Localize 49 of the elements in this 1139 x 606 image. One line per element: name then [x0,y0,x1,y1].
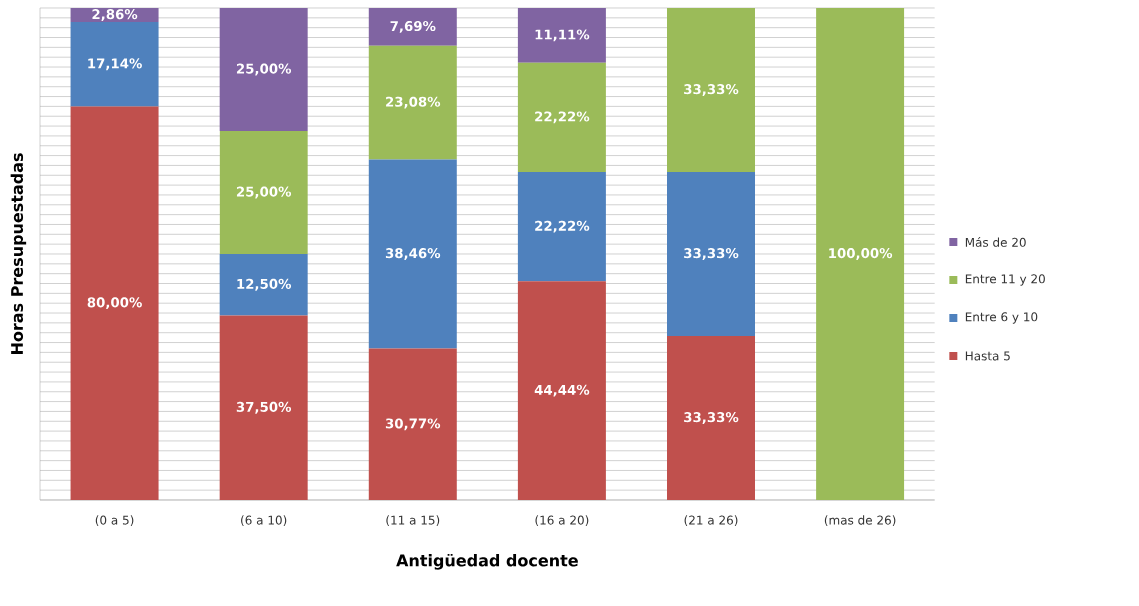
bar [70,22,159,107]
data-label: 25,00% [236,186,292,199]
legend-label: Entre 6 y 10 [965,312,1038,324]
data-label: 30,77% [385,418,441,431]
data-label: 12,50% [237,278,292,291]
x-tick-label: (16 a 20) [535,515,589,527]
legend-label: Entre 11 y 20 [965,274,1045,286]
data-label: 33,33% [684,84,739,96]
data-label: 38,46% [385,248,441,260]
bar [517,281,606,500]
bar [517,8,606,63]
data-label: 25,00% [236,63,292,76]
data-label: 37,50% [236,401,292,414]
x-tick-label: (21 a 26) [684,515,738,527]
bar [517,62,606,173]
data-label: 80,00% [87,297,142,310]
data-label: 44,44% [534,384,590,397]
bar [667,8,755,173]
bar [219,130,308,254]
data-label: 23,08% [386,96,441,109]
legend-label: Hasta 5 [965,351,1010,361]
data-label: 33,33% [684,412,739,424]
bar [70,106,159,500]
x-axis-title: Antigüedad docente [396,553,578,570]
bar [517,172,606,282]
y-axis-title: Horas Presupuestadas [10,153,27,355]
x-tick-label: (11 a 15) [386,515,440,527]
bar [368,7,457,46]
data-label: 2,86% [92,9,138,21]
data-label: 22,22% [535,111,590,124]
bar [368,159,457,349]
data-label: 100,00% [829,248,893,260]
data-label: 22,22% [535,220,590,233]
legend-label: Más de 20 [965,237,1026,247]
data-label: 17,14% [88,58,142,71]
x-tick-label: (6 a 10) [241,515,287,527]
bar [368,45,457,160]
bar [667,336,755,500]
bar [219,7,308,131]
data-label: 33,33% [684,248,739,260]
bar [219,253,308,316]
x-tick-label: (mas de 26) [824,515,896,527]
bar [816,7,905,500]
bar [667,172,755,336]
bar [368,348,457,500]
data-label: 11,11% [535,29,590,42]
data-label: 7,69% [390,21,436,33]
x-tick-label: (0 a 5) [95,515,134,527]
bar [219,315,308,500]
